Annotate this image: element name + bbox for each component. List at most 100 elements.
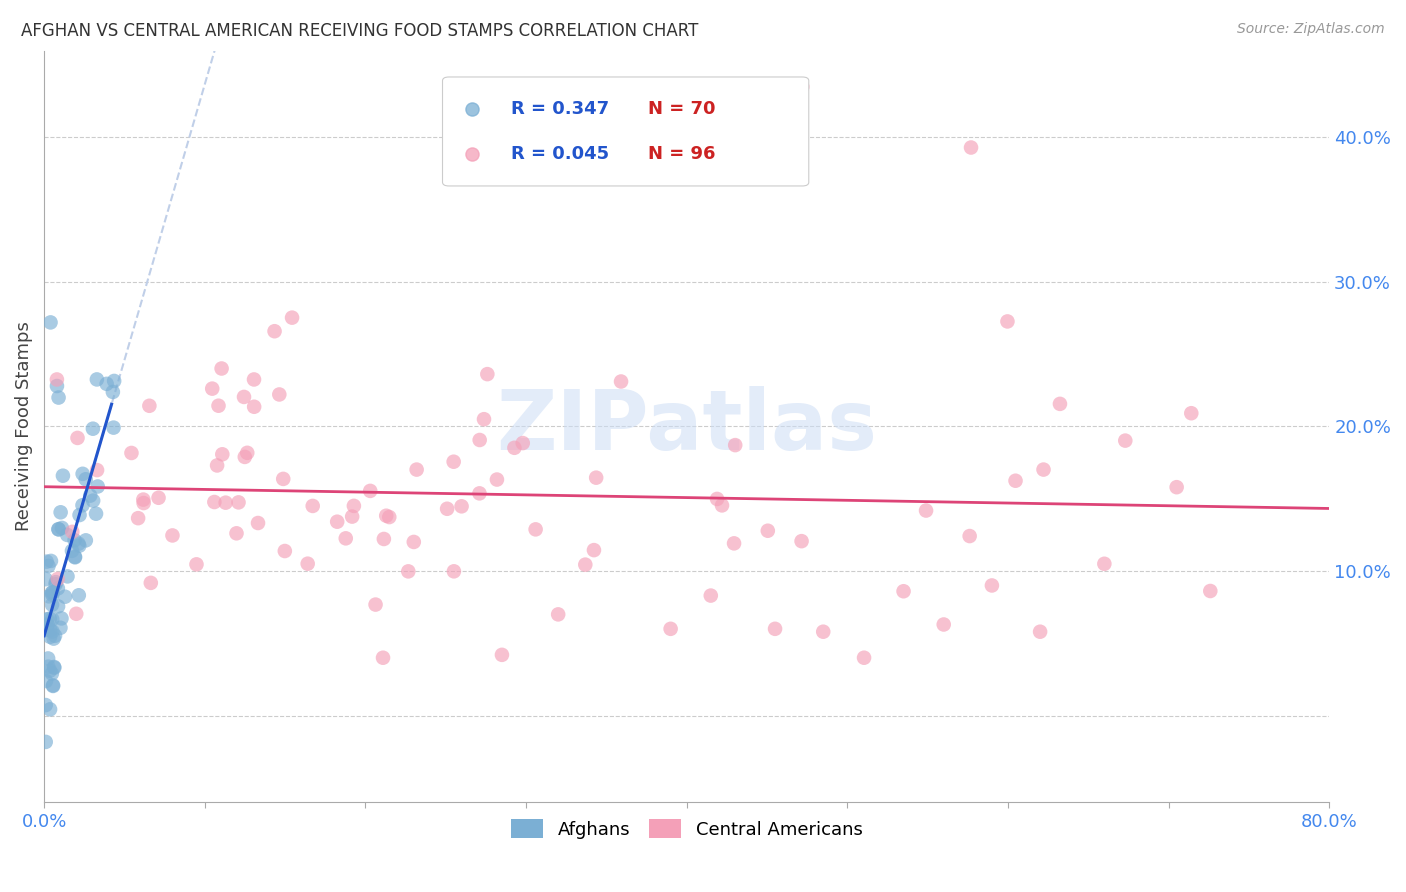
Point bbox=[48, 391, 70, 405]
Point bbox=[582, 543, 605, 558]
Point bbox=[63, 533, 86, 548]
Point bbox=[44, 629, 66, 643]
Point bbox=[69, 508, 91, 522]
Point bbox=[49, 621, 72, 635]
Point bbox=[243, 372, 266, 386]
Point bbox=[915, 503, 938, 517]
Point bbox=[65, 607, 87, 621]
Point bbox=[72, 467, 94, 481]
Point bbox=[35, 698, 58, 712]
Point bbox=[485, 473, 508, 487]
Point bbox=[37, 617, 59, 632]
Point bbox=[87, 479, 110, 493]
Point bbox=[42, 679, 65, 693]
Point bbox=[67, 539, 90, 553]
Point bbox=[46, 572, 69, 586]
Point bbox=[700, 589, 723, 603]
Text: R = 0.347: R = 0.347 bbox=[510, 100, 609, 119]
Point bbox=[211, 361, 233, 376]
Point bbox=[477, 367, 499, 381]
Point bbox=[491, 648, 513, 662]
Y-axis label: Receiving Food Stamps: Receiving Food Stamps bbox=[15, 321, 32, 532]
Point bbox=[67, 537, 90, 551]
Point bbox=[472, 412, 495, 426]
Point bbox=[41, 666, 63, 681]
Point bbox=[127, 511, 149, 525]
Point bbox=[41, 588, 63, 602]
Legend: Afghans, Central Americans: Afghans, Central Americans bbox=[503, 812, 870, 846]
Point bbox=[39, 623, 62, 637]
Point bbox=[756, 524, 779, 538]
Point bbox=[139, 575, 162, 590]
Point bbox=[233, 390, 256, 404]
Point bbox=[468, 486, 491, 500]
Point bbox=[79, 489, 101, 503]
Point bbox=[443, 564, 465, 578]
Point bbox=[659, 622, 682, 636]
Point bbox=[340, 509, 363, 524]
Point bbox=[271, 472, 294, 486]
Point bbox=[35, 612, 58, 626]
Point bbox=[932, 617, 955, 632]
Point bbox=[66, 431, 89, 445]
Point bbox=[67, 588, 90, 602]
Point bbox=[39, 702, 62, 716]
Point bbox=[42, 678, 65, 692]
Point bbox=[225, 526, 247, 541]
Point bbox=[813, 624, 835, 639]
Point bbox=[75, 472, 97, 486]
Point bbox=[214, 496, 236, 510]
Point bbox=[72, 498, 94, 512]
Point bbox=[959, 529, 981, 543]
Point bbox=[35, 572, 58, 586]
Point bbox=[82, 493, 104, 508]
Point bbox=[574, 558, 596, 572]
Point bbox=[86, 463, 108, 477]
Text: R = 0.045: R = 0.045 bbox=[510, 145, 609, 163]
Point bbox=[524, 522, 547, 536]
Point bbox=[162, 528, 184, 542]
Point bbox=[201, 382, 224, 396]
Point bbox=[378, 510, 401, 524]
Point bbox=[38, 590, 60, 604]
Point bbox=[247, 516, 270, 530]
Point bbox=[45, 577, 67, 591]
Point bbox=[373, 532, 395, 546]
Point bbox=[35, 735, 58, 749]
Point bbox=[63, 550, 86, 565]
Point bbox=[41, 585, 63, 599]
Point bbox=[41, 598, 63, 612]
Point bbox=[51, 521, 73, 535]
Point bbox=[1049, 397, 1071, 411]
Point bbox=[236, 446, 259, 460]
Point bbox=[46, 379, 69, 393]
Point bbox=[41, 612, 63, 626]
Point bbox=[103, 420, 125, 434]
Point bbox=[41, 624, 63, 639]
Text: Source: ZipAtlas.com: Source: ZipAtlas.com bbox=[1237, 22, 1385, 37]
Point bbox=[42, 660, 65, 674]
Point bbox=[56, 569, 79, 583]
Point bbox=[274, 544, 297, 558]
Point bbox=[60, 543, 83, 558]
Point bbox=[211, 447, 233, 461]
Point bbox=[893, 584, 915, 599]
Point bbox=[44, 661, 66, 675]
Point bbox=[443, 455, 465, 469]
Point bbox=[52, 468, 75, 483]
Point bbox=[450, 500, 472, 514]
Point bbox=[42, 585, 65, 599]
Point bbox=[37, 659, 59, 673]
Point bbox=[202, 495, 225, 509]
Point bbox=[39, 630, 62, 644]
Point bbox=[512, 436, 534, 450]
Point bbox=[46, 599, 69, 614]
Point bbox=[960, 140, 983, 154]
Point bbox=[148, 491, 170, 505]
Point bbox=[45, 575, 67, 590]
Point bbox=[207, 399, 229, 413]
Text: N = 96: N = 96 bbox=[648, 145, 716, 163]
Text: ZIPatlas: ZIPatlas bbox=[496, 386, 877, 467]
Point bbox=[706, 491, 728, 506]
Point bbox=[297, 557, 319, 571]
